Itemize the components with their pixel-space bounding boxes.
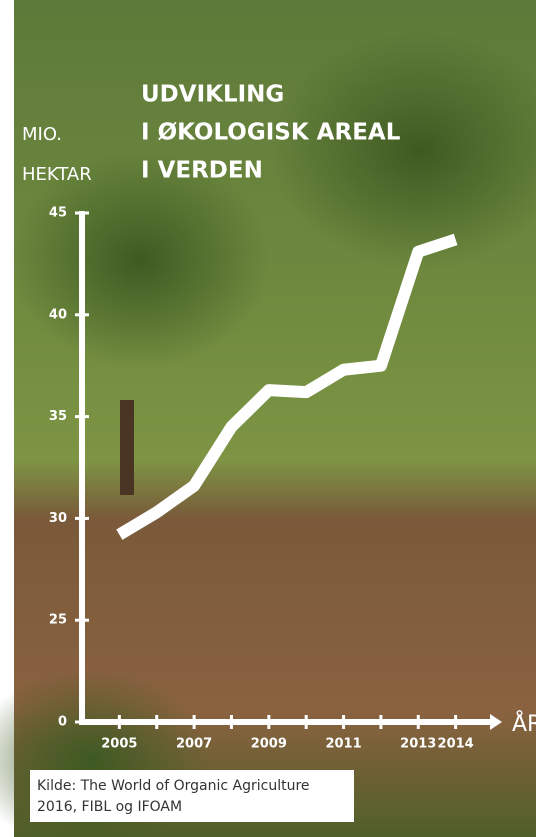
x-axis-arrow	[490, 714, 502, 730]
y-tick-label: 40	[49, 307, 67, 322]
x-tick-label: 2011	[325, 737, 361, 752]
title-line: UDVIKLING	[141, 82, 284, 108]
y-label-line: MIO.	[22, 124, 62, 145]
x-tick-label: 2014	[438, 737, 474, 752]
title-line: I VERDEN	[141, 158, 263, 184]
y-tick-label: 25	[49, 613, 67, 628]
y-axis-label: MIO. HEKTAR	[22, 124, 92, 185]
left-margin	[0, 0, 14, 837]
photo-trunk	[120, 400, 134, 495]
source-line: 2016, FIBL og IFOAM	[37, 799, 182, 815]
source-box	[30, 770, 354, 822]
title: UDVIKLING I ØKOLOGISK AREAL I VERDEN	[141, 82, 401, 184]
x-tick-label: 2005	[101, 737, 137, 752]
y-label-line: HEKTAR	[22, 164, 92, 185]
x-tick-label: 2013	[400, 737, 436, 752]
source: Kilde: The World of Organic Agriculture 2…	[37, 778, 310, 815]
data-line	[116, 233, 458, 540]
y-tick-label: 35	[49, 409, 67, 424]
y-tick-label: 0	[58, 715, 67, 730]
x-tick-label: 2007	[176, 737, 212, 752]
y-tick-label: 30	[49, 511, 67, 526]
source-line: Kilde: The World of Organic Agriculture	[37, 778, 310, 794]
photo-tree	[270, 30, 536, 270]
x-axis-label: ÅR	[512, 710, 536, 737]
y-tick-label: 45	[49, 206, 67, 221]
title-line: I ØKOLOGISK AREAL	[141, 120, 401, 146]
x-tick-label: 2009	[251, 737, 287, 752]
